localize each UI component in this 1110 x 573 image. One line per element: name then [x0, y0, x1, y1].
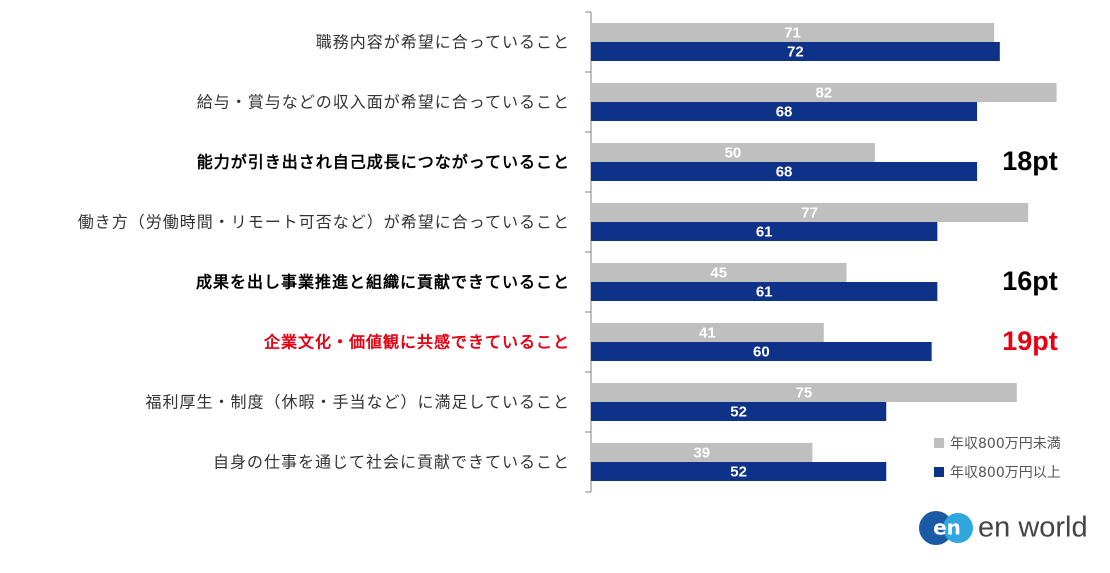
legend-label: 年収800万円以上 [950, 465, 1061, 481]
category-label: 能力が引き出され自己成長につながっていること [197, 153, 570, 172]
value-label: 61 [756, 223, 773, 240]
value-label: 82 [815, 84, 832, 101]
bar [591, 263, 847, 282]
value-label: 41 [699, 324, 716, 341]
value-label: 77 [801, 204, 818, 221]
annotation: 16pt [1002, 266, 1058, 296]
value-label: 71 [784, 24, 801, 41]
bar [591, 42, 1000, 61]
value-label: 52 [730, 403, 747, 420]
value-label: 45 [710, 264, 727, 281]
bar [591, 443, 813, 462]
annotation: 18pt [1002, 146, 1058, 176]
value-label: 75 [796, 384, 813, 401]
bar [591, 323, 824, 342]
category-label: 福利厚生・制度（休暇・手当など）に満足していること [145, 393, 570, 412]
bar [591, 162, 978, 181]
legend-swatch [934, 438, 944, 448]
category-label: 職務内容が希望に合っていること [316, 33, 570, 52]
legend-label: 年収800万円未満 [950, 436, 1061, 452]
logo: en en world [919, 511, 1088, 545]
logo-mark: en [933, 516, 961, 540]
bar [591, 402, 887, 421]
logo-text: en world [978, 512, 1088, 544]
bar [591, 383, 1017, 402]
legend-swatch [934, 467, 944, 477]
value-label: 68 [776, 103, 793, 120]
bar [591, 342, 932, 361]
category-label: 自身の仕事を通じて社会に貢献できていること [213, 453, 570, 472]
bar [591, 102, 978, 121]
category-label: 給与・賞与などの収入面が希望に合っていること [197, 93, 570, 112]
value-label: 72 [787, 43, 804, 60]
value-label: 61 [756, 283, 773, 300]
bar [591, 462, 887, 481]
value-label: 39 [693, 444, 710, 461]
bar [591, 282, 938, 301]
bar [591, 143, 875, 162]
value-label: 50 [725, 144, 742, 161]
annotation: 19pt [1002, 326, 1058, 356]
bar [591, 222, 938, 241]
logo-circle [943, 513, 973, 543]
category-label: 企業文化・価値観に共感できていること [263, 333, 570, 352]
category-label: 働き方（労働時間・リモート可否など）が希望に合っていること [78, 213, 570, 232]
bar [591, 23, 995, 42]
value-label: 52 [730, 463, 747, 480]
logo-circle [919, 511, 953, 545]
category-label: 成果を出し事業推進と組織に貢献できていること [196, 273, 570, 292]
value-label: 60 [753, 343, 770, 360]
value-label: 68 [776, 163, 793, 180]
bar [591, 203, 1029, 222]
bar [591, 83, 1057, 102]
